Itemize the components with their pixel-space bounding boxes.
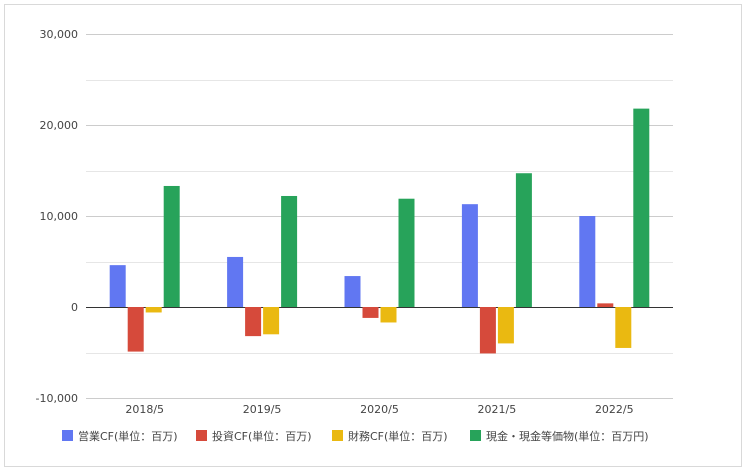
bar-series-1-2019-5	[227, 256, 244, 307]
bar-series-2-2022-5	[597, 303, 614, 307]
bar-series-4-2022-5	[633, 108, 650, 308]
bar-series-3-2018-5	[145, 307, 162, 313]
y-axis-ticks: -10,000 0 10,000 20,000 30,000	[36, 28, 78, 405]
x-axis-ticks: 2018/5 2019/5 2020/5 2021/5 2022/5	[125, 403, 633, 416]
bar-series-2-2019-5	[245, 307, 262, 337]
legend-label: 投資CF(単位：百万)	[212, 429, 312, 443]
bar-series-2-2020-5	[362, 307, 379, 318]
legend-label: 営業CF(単位：百万)	[78, 429, 178, 443]
bar-series-4-2021-5	[515, 173, 532, 307]
bar-series-3-2019-5	[263, 307, 280, 335]
bar-series-1-2022-5	[579, 216, 596, 307]
y-tick-label: 10,000	[40, 210, 79, 223]
legend-swatch	[62, 430, 73, 441]
bars	[109, 108, 650, 354]
legend-swatch	[470, 430, 481, 441]
bar-series-1-2021-5	[461, 204, 478, 307]
bar-series-4-2019-5	[281, 195, 298, 307]
chart-frame	[4, 4, 742, 467]
legend: 営業CF(単位：百万) 投資CF(単位：百万) 財務CF(単位：百万) 現金・現金等価…	[62, 429, 649, 443]
x-tick-label: 2021/5	[478, 403, 517, 416]
bar-series-2-2018-5	[127, 307, 144, 352]
x-tick-label: 2020/5	[360, 403, 399, 416]
bar-series-4-2020-5	[398, 198, 415, 307]
bar-series-3-2021-5	[497, 307, 514, 344]
grid-layer	[86, 34, 673, 399]
y-tick-label: -10,000	[36, 392, 78, 405]
x-tick-label: 2018/5	[125, 403, 164, 416]
y-tick-label: 20,000	[40, 119, 79, 132]
bar-series-3-2020-5	[380, 307, 397, 323]
y-tick-label: 0	[71, 301, 78, 314]
bar-series-4-2018-5	[163, 185, 180, 307]
bar-series-1-2018-5	[109, 265, 126, 307]
x-tick-label: 2019/5	[243, 403, 282, 416]
legend-swatch	[196, 430, 207, 441]
bar-series-3-2022-5	[615, 307, 632, 348]
y-tick-label: 30,000	[40, 28, 79, 41]
legend-swatch	[332, 430, 343, 441]
legend-label: 財務CF(単位：百万)	[348, 429, 448, 443]
bar-series-2-2021-5	[479, 307, 496, 354]
x-tick-label: 2022/5	[595, 403, 634, 416]
legend-label: 現金・現金等価物(単位：百万円)	[486, 429, 649, 443]
bar-series-1-2020-5	[344, 276, 361, 307]
